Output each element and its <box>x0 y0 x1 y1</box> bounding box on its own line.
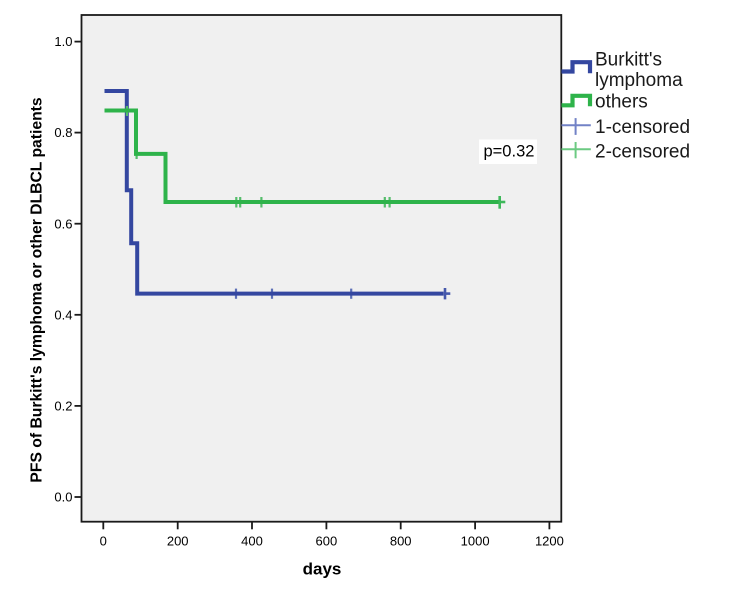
svg-text:200: 200 <box>167 534 189 549</box>
svg-text:0.0: 0.0 <box>54 490 72 505</box>
svg-text:0.8: 0.8 <box>54 125 72 140</box>
svg-text:1200: 1200 <box>535 534 564 549</box>
svg-text:days: days <box>303 560 342 579</box>
svg-text:1-censored: 1-censored <box>595 117 690 138</box>
svg-text:0.6: 0.6 <box>54 216 72 231</box>
svg-text:others: others <box>595 92 648 113</box>
svg-text:0: 0 <box>100 534 107 549</box>
svg-text:600: 600 <box>316 534 338 549</box>
svg-text:PFS of Burkitt's lymphoma or o: PFS of Burkitt's lymphoma or other DLBCL… <box>29 97 46 482</box>
svg-text:1000: 1000 <box>461 534 490 549</box>
svg-text:2-censored: 2-censored <box>595 142 690 163</box>
svg-text:Burkitt's: Burkitt's <box>595 50 662 71</box>
svg-text:0.4: 0.4 <box>54 307 72 322</box>
svg-text:lymphoma: lymphoma <box>595 70 683 91</box>
svg-text:1.0: 1.0 <box>54 34 72 49</box>
svg-text:800: 800 <box>390 534 412 549</box>
svg-text:0.2: 0.2 <box>54 399 72 414</box>
svg-text:400: 400 <box>241 534 263 549</box>
svg-text:p=0.32: p=0.32 <box>484 143 535 161</box>
